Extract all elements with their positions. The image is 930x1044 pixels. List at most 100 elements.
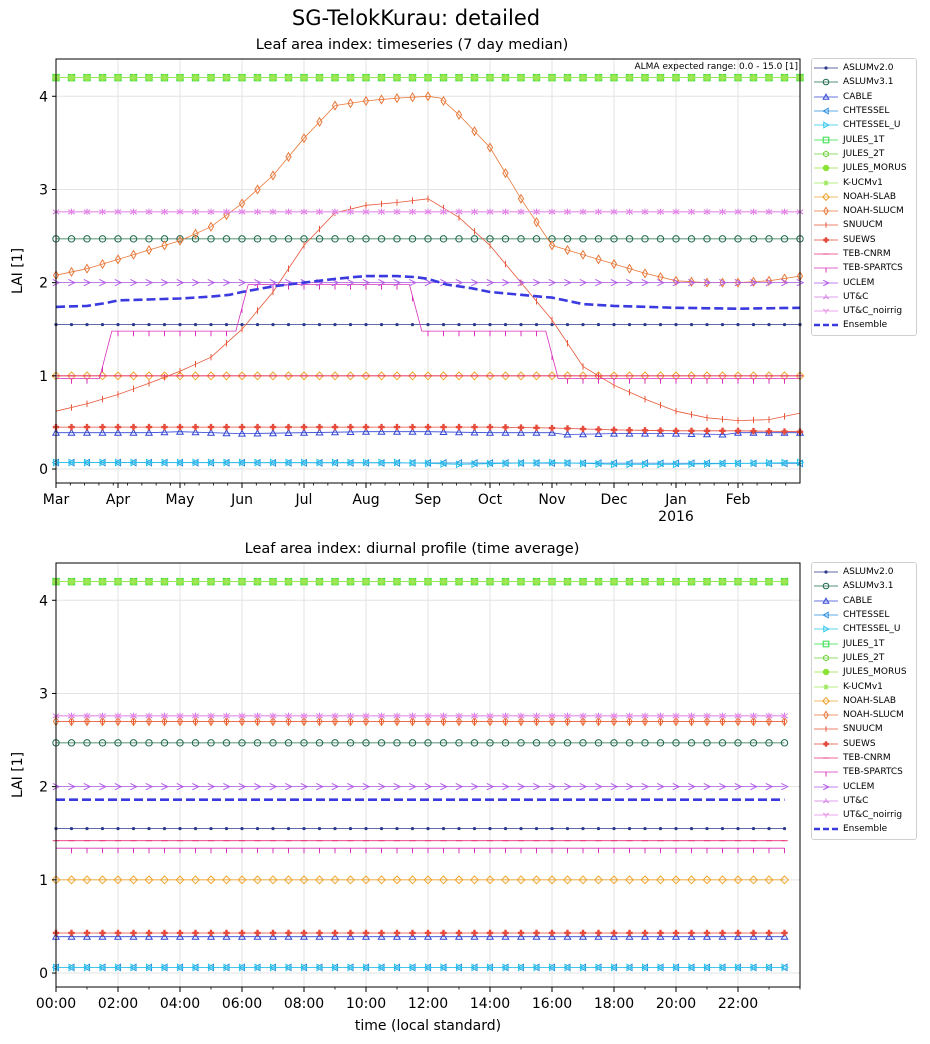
series-aslumv3-1 — [52, 235, 804, 243]
series-chtessel-u — [52, 963, 789, 972]
series-aslumv2-0 — [54, 826, 787, 831]
legend-swatch — [814, 136, 838, 143]
x-tick-label: Jul — [295, 492, 313, 508]
legend-label: NOAH-SLAB — [843, 695, 897, 706]
panel-timeseries: 0 1 2 3 4 Mar Apr May Jun Jul Aug Sep Oct Nov Dec Jan Fe… — [10, 37, 805, 525]
legend-diurnal: ASLUMv2.0 ASLUMv3.1 CABLE CHTESSEL CHTESSEL_… — [811, 562, 917, 840]
x-tick-label: 16:00 — [532, 996, 572, 1012]
legend-swatch — [814, 79, 838, 86]
x-tick-label: 02:00 — [98, 996, 138, 1012]
y-axis-label: LAI [1] — [10, 248, 26, 294]
legend-swatch — [814, 625, 838, 633]
legend-entry: UT&C — [812, 794, 916, 808]
legend-entry: K-UCMv1 — [812, 679, 916, 693]
legend-entry: JULES_2T — [812, 147, 916, 161]
legend-swatch — [814, 150, 838, 158]
series-cable — [51, 427, 805, 438]
y-tick-label: 1 — [39, 369, 48, 385]
legend-label: Ensemble — [843, 824, 888, 835]
legend-label: UCLEM — [843, 277, 875, 288]
grid — [55, 59, 800, 483]
x-tick-label: 22:00 — [718, 996, 758, 1012]
legend-label: ASLUMv2.0 — [843, 567, 894, 578]
x-tick-label: 20:00 — [656, 996, 696, 1012]
legend-label: NOAH-SLAB — [843, 191, 897, 202]
series-snuucm — [55, 195, 801, 424]
legend-entry: CABLE — [812, 90, 916, 104]
legend-entry: SNUUCM — [812, 722, 916, 736]
series-aslumv3-1 — [52, 739, 789, 747]
x-tick-label: 14:00 — [470, 996, 510, 1012]
legend-label: TEB-CNRM — [843, 249, 891, 259]
panel-diurnal: 0 1 2 3 4 00:00 02:00 04:00 06:00 08:00 10:00 12:00… — [10, 541, 801, 1034]
legend-entry: JULES_MORUS — [812, 665, 916, 679]
legend-label: ASLUMv3.1 — [843, 581, 894, 592]
legend-label: CABLE — [843, 595, 873, 606]
legend-swatch — [814, 812, 838, 818]
series-line — [56, 462, 801, 465]
range-annotation: ALMA expected range: 0.0 - 15.0 [1] — [635, 62, 799, 72]
legend-entry: ASLUMv3.1 — [812, 75, 916, 89]
legend-entry: Ensemble — [812, 822, 916, 836]
x-tick-label: 08:00 — [284, 996, 324, 1012]
legend-label: CABLE — [843, 91, 873, 102]
legend-label: UT&C — [843, 291, 869, 302]
legend-swatch — [814, 783, 838, 790]
legend-entry: NOAH-SLUCM — [812, 708, 916, 722]
legend-swatch — [814, 294, 838, 300]
series-suews — [52, 423, 804, 435]
legend-swatch — [814, 696, 838, 705]
series-line — [56, 284, 800, 380]
legend-entry: UT&C_noirrig — [812, 808, 916, 822]
legend-swatch — [814, 192, 838, 201]
legend-label: UCLEM — [843, 781, 875, 792]
legend-swatch — [814, 222, 838, 229]
legend-entry: SNUUCM — [812, 218, 916, 232]
legend-entry: CHTESSEL_U — [812, 118, 916, 132]
legend-swatch — [814, 740, 838, 747]
legend-label: Ensemble — [843, 320, 888, 331]
legend-entry: SUEWS — [812, 737, 916, 751]
legend-label: NOAH-SLUCM — [843, 710, 904, 721]
legend-entry: JULES_1T — [812, 132, 916, 146]
legend-entry: CABLE — [812, 594, 916, 608]
legend-swatch — [814, 92, 838, 100]
legend-label: K-UCMv1 — [843, 681, 883, 692]
legend-label: JULES_2T — [843, 148, 885, 159]
series-line — [55, 95, 801, 284]
legend-entry: NOAH-SLUCM — [812, 204, 916, 218]
legend-entry: ASLUMv3.1 — [812, 579, 916, 593]
y-tick-label: 2 — [39, 780, 48, 796]
x-tick-label: Feb — [726, 492, 751, 508]
x-tick-label: Mar — [43, 492, 70, 508]
x-tick-label: Aug — [352, 492, 379, 508]
grid — [55, 563, 800, 987]
legend-entry: JULES_2T — [812, 651, 916, 665]
legend-label: SNUUCM — [843, 220, 883, 231]
legend-label: CHTESSEL — [843, 610, 890, 621]
legend-label: CHTESSEL_U — [843, 624, 901, 635]
series-suews — [52, 929, 788, 937]
series-group — [51, 577, 790, 972]
series-uclem — [52, 783, 789, 791]
x-tick-label: 04:00 — [160, 996, 200, 1012]
legend-timeseries: ASLUMv2.0 ASLUMv3.1 CABLE CHTESSEL CHTESSEL_… — [811, 58, 917, 336]
legend-swatch — [814, 583, 838, 590]
series-teb-spartcs — [55, 847, 785, 854]
legend-swatch — [814, 267, 838, 273]
legend-entry: ASLUMv2.0 — [812, 61, 916, 75]
legend-entry: CHTESSEL — [812, 104, 916, 118]
year-label: 2016 — [658, 509, 694, 525]
x-axis-label: time (local standard) — [355, 1018, 501, 1034]
y-tick-label: 1 — [39, 873, 48, 889]
legend-swatch — [814, 710, 838, 720]
legend-swatch — [814, 66, 838, 70]
legend-entry: Ensemble — [812, 318, 916, 332]
legend-label: NOAH-SLUCM — [843, 206, 904, 217]
legend-entry: CHTESSEL — [812, 608, 916, 622]
legend-label: TEB-SPARTCS — [843, 767, 903, 778]
legend-label: JULES_1T — [843, 134, 885, 145]
x-tick-label: 18:00 — [594, 996, 634, 1012]
legend-swatch — [814, 640, 838, 647]
